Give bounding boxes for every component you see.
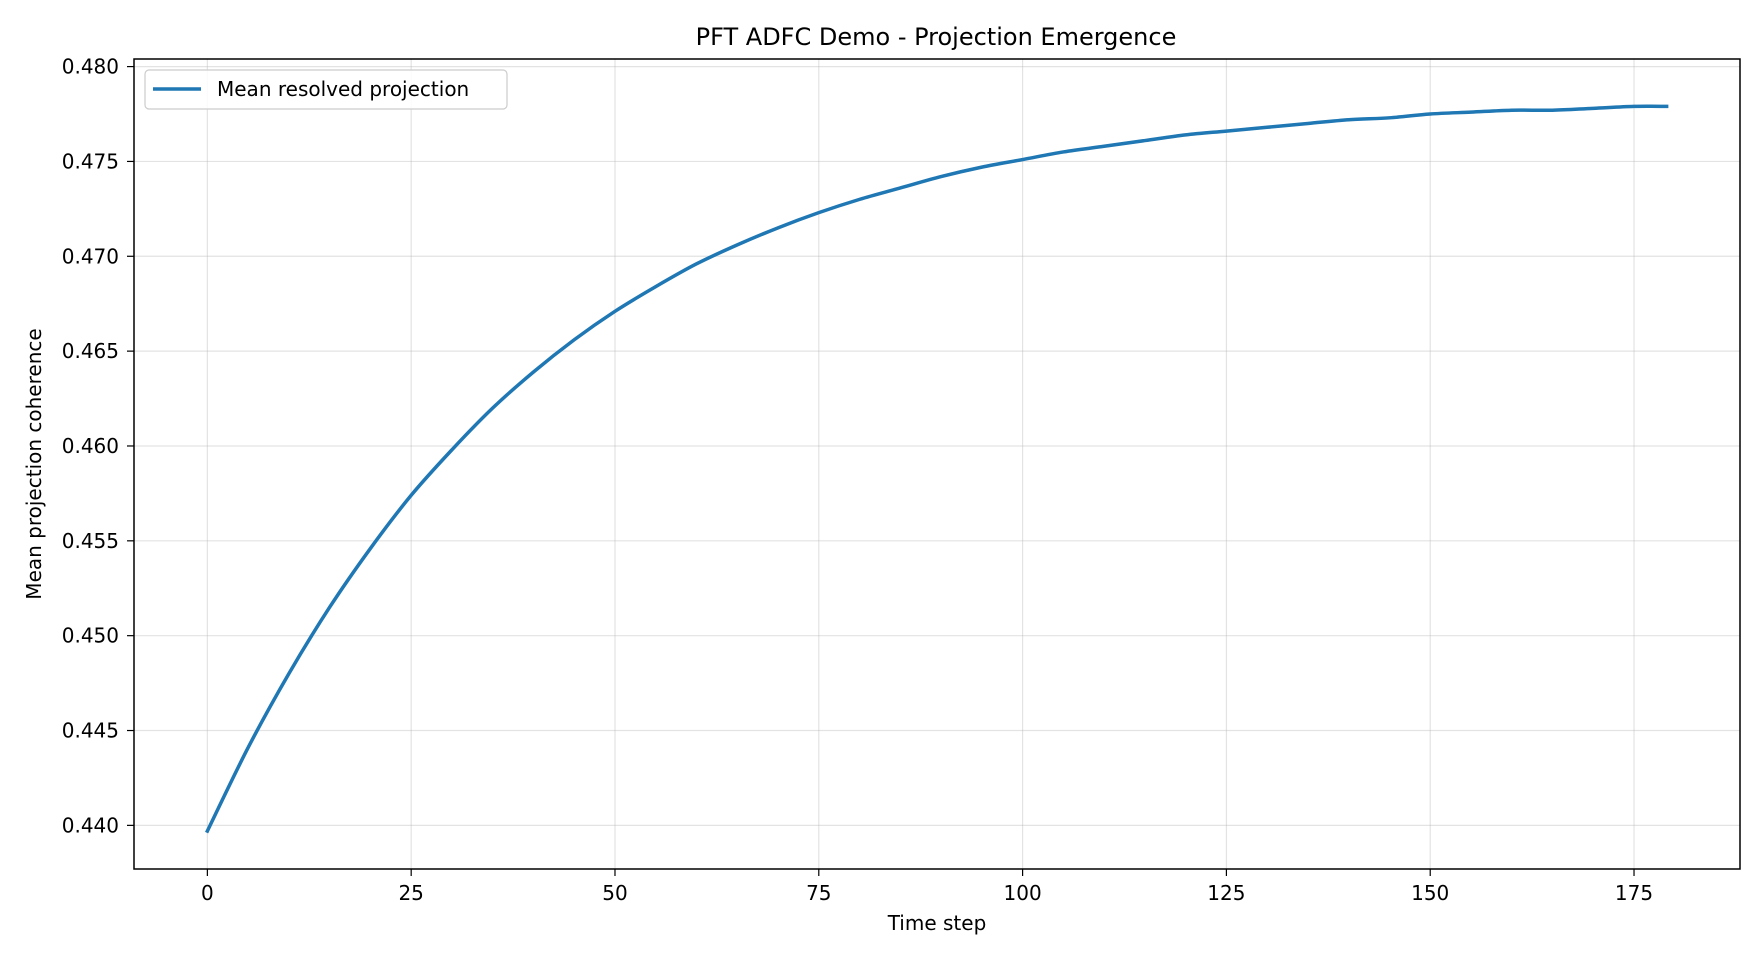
y-tick-label: 0.440	[62, 813, 119, 837]
x-tick-label: 150	[1411, 881, 1449, 905]
y-axis-label: Mean projection coherence	[22, 328, 46, 599]
x-axis: 0 25 50 75 100 125 150 175	[201, 869, 1653, 905]
x-tick-label: 175	[1615, 881, 1653, 905]
y-tick-label: 0.465	[62, 339, 119, 363]
y-tick-label: 0.475	[62, 149, 119, 173]
x-axis-label: Time step	[887, 911, 987, 935]
grid	[134, 59, 1740, 869]
x-tick-label: 50	[602, 881, 627, 905]
y-tick-label: 0.450	[62, 624, 119, 648]
y-tick-label: 0.480	[62, 55, 119, 79]
x-tick-label: 100	[1004, 881, 1042, 905]
series-layer	[205, 104, 1669, 834]
x-tick-label: 125	[1207, 881, 1245, 905]
x-tick-label: 75	[806, 881, 831, 905]
y-tick-label: 0.455	[62, 529, 119, 553]
legend-label: Mean resolved projection	[217, 77, 469, 101]
x-tick-label: 0	[201, 881, 214, 905]
x-tick-label: 25	[398, 881, 423, 905]
legend: Mean resolved projection	[144, 69, 508, 110]
plot-frame	[133, 58, 1741, 870]
y-tick-label: 0.445	[62, 719, 119, 743]
series-line	[205, 104, 1669, 834]
chart-title: PFT ADFC Demo - Projection Emergence	[696, 23, 1177, 51]
y-tick-label: 0.470	[62, 244, 119, 268]
y-tick-label: 0.460	[62, 434, 119, 458]
y-axis: 0.440 0.445 0.450 0.455 0.460 0.465 0.470 0.475…	[62, 55, 134, 837]
legend-box	[144, 69, 508, 110]
